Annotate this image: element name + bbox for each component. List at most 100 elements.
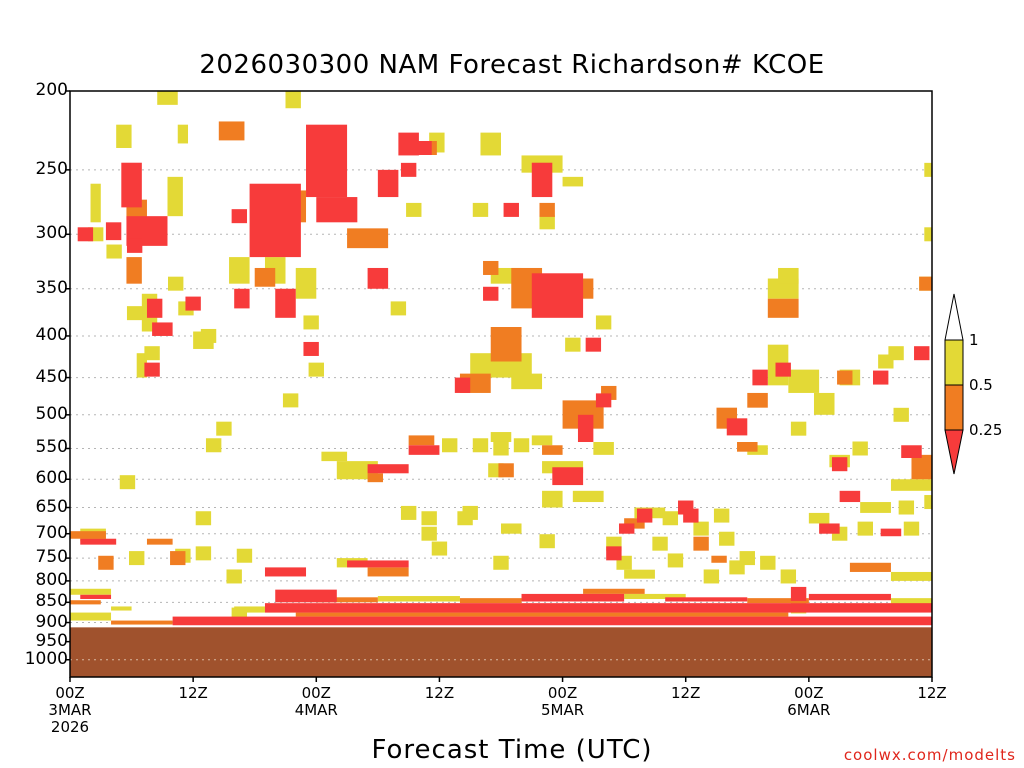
ytick-label-200: 200 (35, 80, 68, 100)
plot-frame (69, 90, 933, 678)
ri-region-27 (819, 523, 840, 534)
ri-region-15 (531, 162, 553, 198)
legend-bin-0-25-0-5 (944, 384, 964, 431)
ri-cell-2 (144, 362, 160, 377)
ri-cell-23 (472, 438, 489, 453)
legend-bin-0-5-1 (944, 339, 964, 386)
ri-region-5 (157, 91, 178, 105)
ri-cell-57 (457, 511, 473, 526)
ri-cell-59 (713, 508, 730, 523)
ri-cell-20 (831, 457, 848, 472)
ri-cell-11 (595, 393, 612, 408)
ri-cell-16 (400, 505, 417, 520)
ri-cell-56 (421, 526, 437, 541)
ri-region-43 (890, 571, 932, 581)
ytick-label-850: 850 (35, 591, 68, 612)
ri-cell-3 (144, 346, 160, 361)
ytick-label-600: 600 (35, 468, 68, 489)
ri-region-38 (890, 479, 932, 491)
ri-region-18 (747, 392, 768, 408)
ri-region-31 (778, 267, 799, 284)
ri-cell-9 (119, 475, 136, 490)
xtick-label-60: 12Z (671, 684, 701, 702)
ri-cell-34 (703, 569, 720, 584)
ri-region-7 (229, 257, 250, 284)
x-axis-title: Forecast Time (UTC) (371, 735, 653, 765)
ri-cell-65 (924, 495, 932, 510)
ri-cell-41 (852, 441, 868, 456)
ri-region-31 (275, 589, 337, 603)
ytick-label-400: 400 (35, 324, 68, 345)
ri-region-18 (562, 176, 584, 187)
ri-cell-2 (498, 463, 514, 478)
ri-region-20 (737, 442, 758, 452)
ri-cell-2 (126, 306, 143, 321)
ri-cell-44 (893, 407, 909, 422)
ri-region-16 (511, 373, 543, 390)
ri-region-10 (398, 132, 419, 156)
xtick-label-48: 00Z 5MAR (540, 684, 585, 719)
ytick-label-750: 750 (35, 547, 68, 568)
ri-cell-5 (303, 341, 319, 356)
ri-region-16 (577, 414, 594, 443)
ri-cell-31 (662, 511, 679, 526)
ri-cell-8 (483, 286, 499, 301)
ri-region-1 (126, 257, 142, 284)
ri-cell-10 (585, 337, 602, 352)
ri-region-26 (572, 490, 604, 503)
ri-cell-4 (231, 209, 248, 224)
ytick-label-250: 250 (35, 158, 68, 179)
ri-region-25 (70, 600, 101, 605)
legend-label-0-25: 0.25 (969, 421, 1003, 439)
ri-region-26 (316, 597, 378, 603)
ytick-label-500: 500 (35, 403, 68, 424)
ri-region-17 (552, 467, 584, 486)
ri-cell-8 (98, 555, 114, 570)
ri-cell-46 (924, 227, 932, 242)
ytick-label-650: 650 (35, 496, 68, 517)
ri-region-16 (146, 538, 173, 545)
ri-cell-24 (513, 438, 530, 453)
ri-cell-33 (693, 521, 709, 536)
ri-cell-6 (200, 328, 217, 343)
legend-label-1: 1 (969, 331, 979, 349)
ri-region-33 (788, 369, 820, 393)
ri-region-24 (531, 435, 553, 446)
xtick-label-84: 12Z (917, 684, 947, 702)
ri-region-0 (121, 162, 142, 208)
ri-region-29 (747, 598, 809, 604)
ri-region-3 (146, 298, 163, 318)
ytick-label-900: 900 (35, 611, 68, 632)
ri-cell-48 (129, 551, 145, 566)
ri-region-45 (111, 606, 132, 611)
ri-region-13 (542, 445, 563, 455)
ri-cell-27 (565, 337, 581, 352)
ri-region-1 (167, 176, 183, 217)
ri-region-2 (218, 121, 245, 141)
ri-region-36 (172, 616, 933, 628)
ri-region-27 (459, 598, 522, 604)
ri-region-7 (306, 124, 348, 198)
ri-cell-50 (195, 546, 212, 561)
ri-cell-32 (667, 553, 684, 568)
ri-region-4 (152, 322, 173, 336)
ri-region-20 (619, 523, 635, 534)
ytick-label-700: 700 (35, 522, 68, 543)
ri-region-8 (316, 197, 358, 223)
ri-cell-19 (683, 508, 699, 523)
ri-cell-17 (914, 346, 930, 361)
ri-cell-54 (493, 555, 509, 570)
site-credit[interactable]: coolwx.com/modelts (843, 746, 1016, 764)
ri-region-19 (593, 442, 614, 455)
ri-cell-58 (539, 534, 555, 549)
ri-cell-17 (421, 511, 437, 526)
ri-cell-1 (483, 260, 499, 275)
ri-region-9 (275, 288, 296, 318)
ri-region-22 (711, 555, 727, 563)
ri-cell-52 (226, 569, 242, 584)
ri-region-4 (254, 267, 276, 287)
ri-region-29 (264, 567, 307, 577)
xtick-label-24: 00Z 4MAR (294, 684, 338, 719)
ri-region-36 (813, 392, 835, 415)
ri-region-40 (808, 512, 830, 524)
